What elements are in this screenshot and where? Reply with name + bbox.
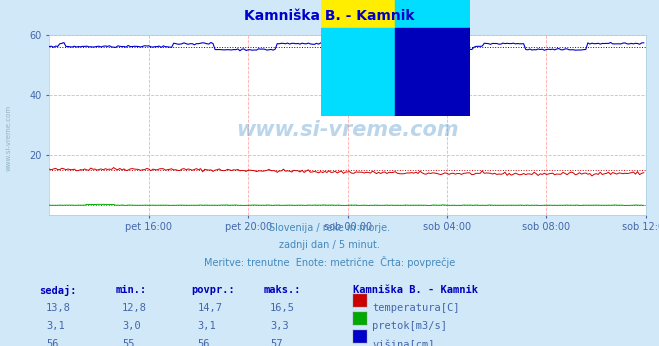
Text: 3,3: 3,3 bbox=[270, 321, 289, 331]
Text: višina[cm]: višina[cm] bbox=[372, 339, 435, 346]
Text: www.si-vreme.com: www.si-vreme.com bbox=[237, 120, 459, 140]
Bar bbox=[395, 28, 470, 116]
Text: 3,1: 3,1 bbox=[46, 321, 65, 331]
Bar bbox=[395, 0, 470, 28]
Text: zadnji dan / 5 minut.: zadnji dan / 5 minut. bbox=[279, 240, 380, 250]
Text: Slovenija / reke in morje.: Slovenija / reke in morje. bbox=[269, 223, 390, 233]
Text: povpr.:: povpr.: bbox=[191, 285, 235, 295]
Text: 3,0: 3,0 bbox=[122, 321, 140, 331]
Text: 13,8: 13,8 bbox=[46, 303, 71, 313]
Text: 55: 55 bbox=[122, 339, 134, 346]
Text: 14,7: 14,7 bbox=[198, 303, 223, 313]
Text: 16,5: 16,5 bbox=[270, 303, 295, 313]
Text: 56: 56 bbox=[198, 339, 210, 346]
Bar bbox=[321, 0, 395, 28]
Text: 56: 56 bbox=[46, 339, 59, 346]
Text: 3,1: 3,1 bbox=[198, 321, 216, 331]
Text: pretok[m3/s]: pretok[m3/s] bbox=[372, 321, 447, 331]
Text: 12,8: 12,8 bbox=[122, 303, 147, 313]
Text: min.:: min.: bbox=[115, 285, 146, 295]
Text: temperatura[C]: temperatura[C] bbox=[372, 303, 460, 313]
Text: sedaj:: sedaj: bbox=[40, 285, 77, 297]
Bar bbox=[321, 28, 395, 116]
Text: Kamniška B. - Kamnik: Kamniška B. - Kamnik bbox=[353, 285, 478, 295]
Text: Meritve: trenutne  Enote: metrične  Črta: povprečje: Meritve: trenutne Enote: metrične Črta: … bbox=[204, 256, 455, 268]
Text: 57: 57 bbox=[270, 339, 283, 346]
Text: Kamniška B. - Kamnik: Kamniška B. - Kamnik bbox=[244, 9, 415, 22]
Text: www.si-vreme.com: www.si-vreme.com bbox=[5, 105, 11, 172]
Text: maks.:: maks.: bbox=[264, 285, 301, 295]
